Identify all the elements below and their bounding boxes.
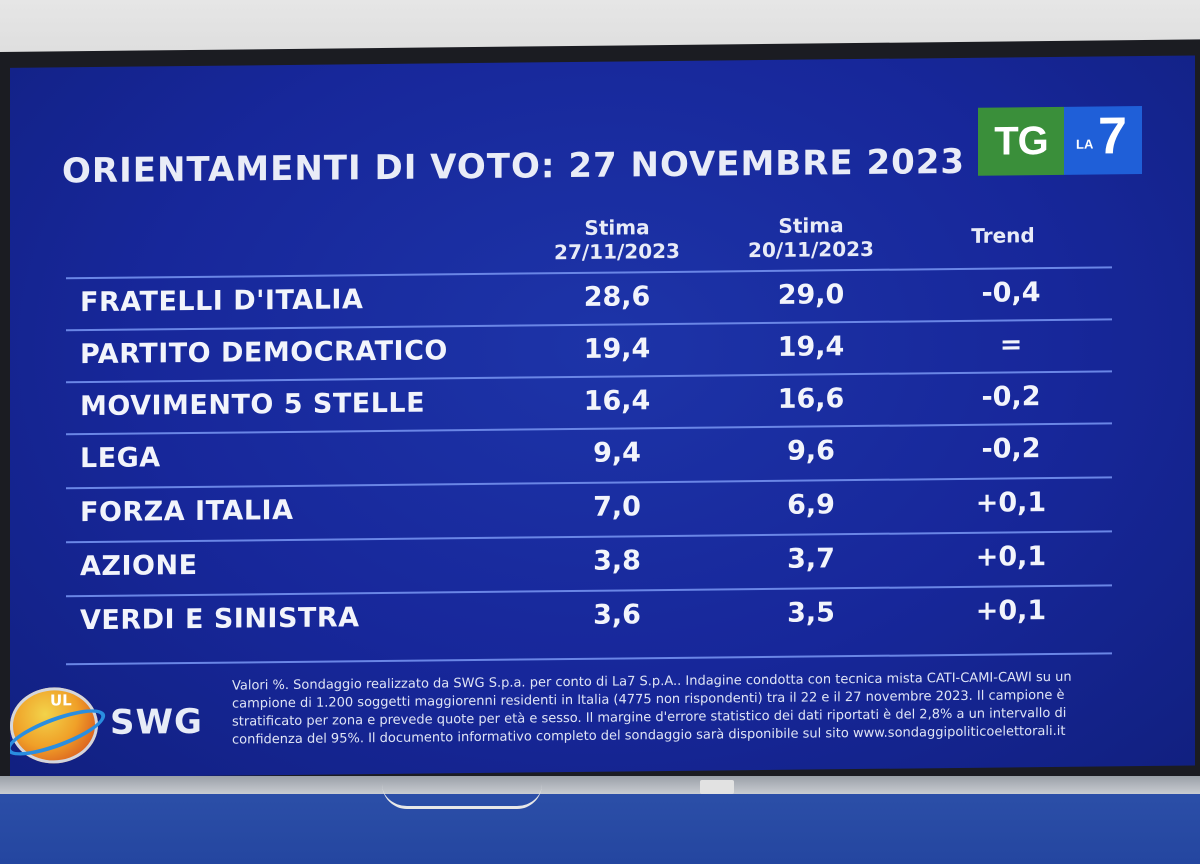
estimate-previous: 16,6	[777, 383, 845, 415]
estimate-current: 16,4	[583, 385, 651, 417]
tg-la7-logo: TG LA 7	[978, 106, 1142, 176]
estimate-current: 3,6	[593, 599, 641, 631]
party-name: LEGA	[80, 442, 161, 475]
estimate-previous: 6,9	[787, 489, 835, 521]
party-name: AZIONE	[80, 549, 198, 583]
table-bottom-divider	[66, 652, 1112, 666]
party-name: FORZA ITALIA	[80, 494, 294, 529]
column-header-current-date: 27/11/2023	[554, 238, 680, 265]
trend-value: -0,4	[981, 277, 1041, 309]
estimate-current: 19,4	[583, 333, 651, 365]
la7-logo-block: LA 7	[1064, 106, 1142, 175]
cable-plug	[700, 780, 734, 794]
power-cable	[382, 784, 542, 809]
estimate-previous: 3,7	[787, 543, 835, 575]
column-header-previous: Stima 20/11/2023	[726, 213, 896, 263]
table-row: VERDI E SINISTRA 3,6 3,5 +0,1	[66, 584, 1112, 647]
party-name: MOVIMENTO 5 STELLE	[80, 387, 426, 423]
trend-value: +0,1	[975, 487, 1047, 519]
swg-brand: SWG	[110, 701, 203, 743]
estimate-previous: 19,4	[777, 331, 845, 363]
table-row: AZIONE 3,8 3,7 +0,1	[66, 530, 1112, 593]
column-header-trend-label: Trend	[971, 223, 1035, 248]
globe-logo-text: UL	[50, 691, 72, 710]
trend-value: =	[999, 329, 1023, 361]
table-row: FORZA ITALIA 7,0 6,9 +0,1	[66, 476, 1112, 539]
estimate-previous: 9,6	[787, 435, 835, 467]
trend-value: -0,2	[981, 433, 1041, 465]
estimate-current: 7,0	[593, 491, 641, 523]
tg-logo-text: TG	[978, 106, 1064, 176]
column-header-trend: Trend	[928, 223, 1078, 249]
tv-set: ORIENTAMENTI DI VOTO: 27 NOVEMBRE 2023 T…	[0, 39, 1200, 793]
tv-bottom-bezel	[0, 776, 1200, 794]
column-header-previous-date: 20/11/2023	[748, 236, 874, 263]
seven-logo-text: 7	[1098, 107, 1127, 166]
methodology-note: Valori %. Sondaggio realizzato da SWG S.…	[232, 669, 1072, 748]
trend-value: +0,1	[975, 595, 1047, 627]
estimate-previous: 29,0	[777, 279, 845, 311]
trend-value: +0,1	[975, 541, 1047, 573]
estimate-current: 28,6	[583, 281, 651, 313]
blue-surface	[0, 790, 1200, 864]
swg-logo: UL SWG	[10, 678, 220, 770]
trend-value: -0,2	[981, 381, 1041, 413]
poll-title: ORIENTAMENTI DI VOTO: 27 NOVEMBRE 2023	[62, 141, 966, 192]
la-logo-text: LA	[1076, 136, 1094, 152]
column-header-previous-label: Stima	[778, 213, 844, 238]
party-name: VERDI E SINISTRA	[80, 602, 360, 637]
estimate-previous: 3,5	[787, 597, 835, 629]
estimate-current: 3,8	[593, 545, 641, 577]
table-row: LEGA 9,4 9,6 -0,2	[66, 422, 1112, 485]
tv-screen: ORIENTAMENTI DI VOTO: 27 NOVEMBRE 2023 T…	[10, 55, 1195, 778]
column-header-current-label: Stima	[584, 215, 650, 240]
globe-ring	[10, 700, 110, 765]
globe-icon: UL	[10, 686, 110, 765]
column-header-current: Stima 27/11/2023	[532, 215, 702, 265]
party-name: FRATELLI D'ITALIA	[80, 284, 364, 319]
estimate-current: 9,4	[593, 437, 641, 469]
party-name: PARTITO DEMOCRATICO	[80, 335, 448, 371]
